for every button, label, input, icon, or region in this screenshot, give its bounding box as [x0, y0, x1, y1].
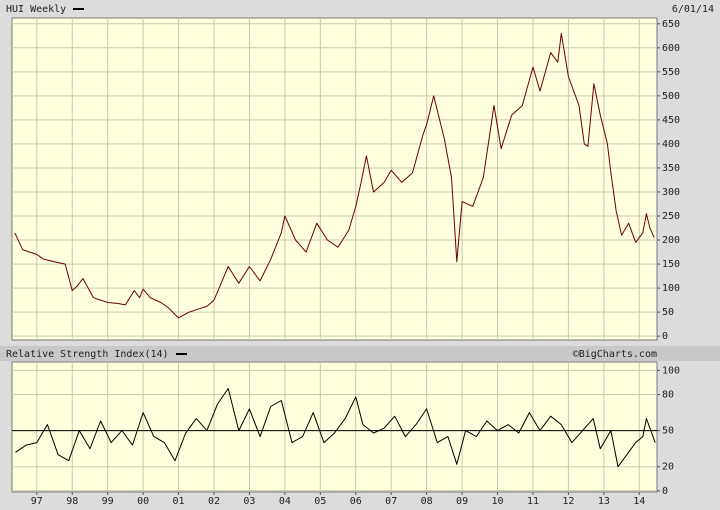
y-tick-label: 20: [662, 462, 674, 473]
x-tick-label: 12: [562, 496, 574, 507]
plot-area: [11, 361, 658, 493]
y-tick-label: 650: [662, 19, 680, 30]
x-tick-label: 01: [173, 496, 185, 507]
y-tick-label: 0: [662, 486, 668, 497]
date-label: 6/01/14: [672, 4, 714, 15]
plot-area: [11, 17, 658, 341]
data-line: [14, 32, 655, 319]
x-tick-label: 06: [350, 496, 362, 507]
y-tick-label: 50: [662, 426, 674, 437]
x-tick-label: 04: [279, 496, 291, 507]
y-tick-label: 300: [662, 187, 680, 198]
y-tick-label: 450: [662, 115, 680, 126]
y-tick-label: 350: [662, 163, 680, 174]
y-tick-label: 500: [662, 91, 680, 102]
x-tick-label: 97: [31, 496, 43, 507]
chart-title: Relative Strength Index(14): [6, 349, 169, 360]
header-bar: [0, 346, 720, 361]
y-tick-label: 0: [662, 331, 668, 342]
x-tick-label: 02: [208, 496, 220, 507]
x-tick-label: 09: [456, 496, 468, 507]
y-tick-label: 100: [662, 283, 680, 294]
x-tick-label: 05: [314, 496, 326, 507]
x-tick-label: 10: [491, 496, 503, 507]
source-label: ©BigCharts.com: [573, 349, 657, 360]
y-tick-label: 200: [662, 235, 680, 246]
x-tick-label: 13: [598, 496, 610, 507]
x-tick-label: 08: [421, 496, 433, 507]
chart-title: HUI Weekly: [6, 4, 66, 15]
y-tick-label: 100: [662, 365, 680, 376]
y-tick-label: 550: [662, 67, 680, 78]
y-tick-label: 400: [662, 139, 680, 150]
x-tick-label: 99: [102, 496, 114, 507]
x-tick-label: 14: [633, 496, 645, 507]
y-tick-label: 150: [662, 259, 680, 270]
x-tick-label: 98: [66, 496, 78, 507]
data-line: [15, 388, 656, 468]
x-tick-label: 00: [137, 496, 149, 507]
x-tick-label: 07: [385, 496, 397, 507]
x-tick-label: 03: [243, 496, 255, 507]
y-tick-label: 50: [662, 307, 674, 318]
y-tick-label: 80: [662, 390, 674, 401]
y-tick-label: 250: [662, 211, 680, 222]
x-tick-label: 11: [527, 496, 539, 507]
y-tick-label: 600: [662, 43, 680, 54]
